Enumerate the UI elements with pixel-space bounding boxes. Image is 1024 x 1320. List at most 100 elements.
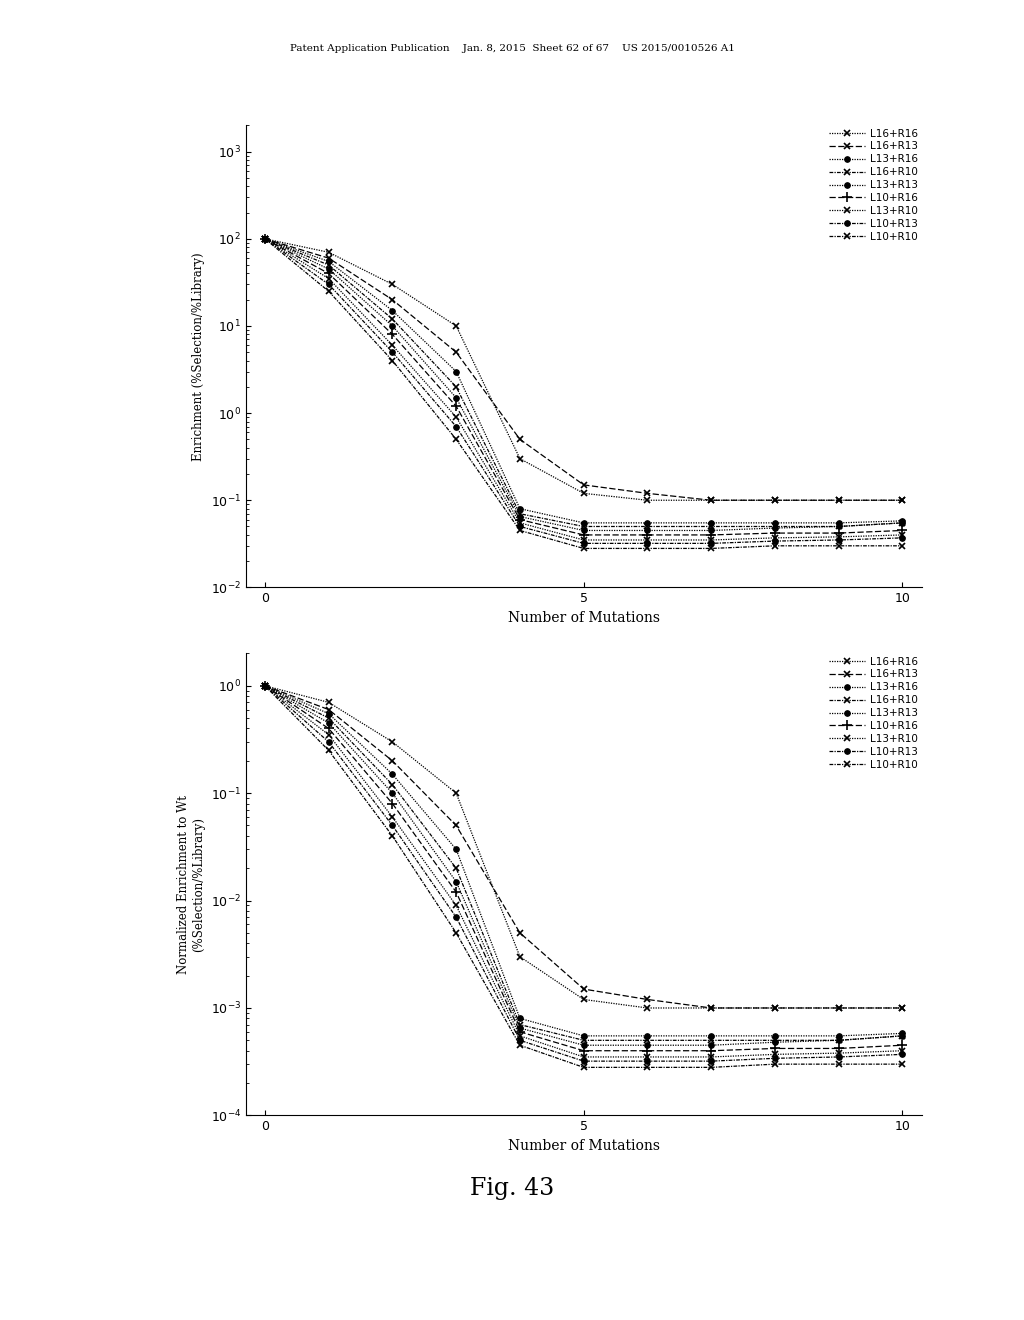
Line: L13+R10: L13+R10	[261, 235, 906, 544]
L13+R10	[706, 1049, 718, 1065]
L13+R13	[323, 715, 335, 731]
Line: L10+R10: L10+R10	[261, 235, 906, 552]
L10+R13	[896, 529, 908, 545]
L13+R13	[386, 318, 398, 334]
L13+R13	[450, 874, 462, 890]
L16+R13	[706, 1001, 718, 1016]
L13+R16	[833, 515, 845, 531]
L10+R16	[833, 1040, 845, 1056]
Line: L13+R16: L13+R16	[262, 236, 905, 525]
L13+R10	[514, 1028, 526, 1044]
L13+R10	[641, 1049, 653, 1065]
L10+R16	[386, 326, 398, 342]
L16+R13	[323, 251, 335, 267]
L16+R13	[578, 477, 590, 492]
L13+R10	[896, 1043, 908, 1059]
L10+R10	[641, 1060, 653, 1076]
L10+R10	[514, 523, 526, 539]
L10+R13	[641, 1053, 653, 1069]
L13+R13	[259, 677, 271, 693]
L13+R13	[896, 1028, 908, 1044]
Line: L16+R10: L16+R10	[261, 235, 906, 529]
Line: L13+R16: L13+R16	[262, 682, 905, 1039]
L13+R10	[833, 529, 845, 545]
L16+R16	[450, 318, 462, 334]
Text: Patent Application Publication    Jan. 8, 2015  Sheet 62 of 67    US 2015/001052: Patent Application Publication Jan. 8, 2…	[290, 44, 734, 53]
X-axis label: Number of Mutations: Number of Mutations	[508, 611, 659, 624]
L10+R13	[769, 1051, 781, 1067]
Line: L10+R13: L10+R13	[262, 682, 905, 1064]
L16+R16	[323, 694, 335, 710]
L13+R16	[386, 302, 398, 318]
L10+R10	[641, 540, 653, 556]
L13+R13	[578, 1038, 590, 1053]
L13+R16	[450, 841, 462, 857]
L13+R13	[259, 231, 271, 247]
L13+R10	[386, 338, 398, 354]
L16+R10	[641, 519, 653, 535]
L13+R13	[641, 1038, 653, 1053]
L16+R13	[578, 981, 590, 997]
L13+R16	[706, 515, 718, 531]
L10+R13	[769, 533, 781, 549]
L10+R10	[706, 540, 718, 556]
Legend: L16+R16, L16+R13, L13+R16, L16+R10, L13+R13, L10+R16, L13+R10, L10+R13, L10+R10: L16+R16, L16+R13, L13+R16, L16+R10, L13+…	[828, 656, 919, 770]
L10+R10	[833, 1056, 845, 1072]
L13+R16	[641, 1028, 653, 1044]
L10+R13	[450, 909, 462, 925]
L13+R10	[450, 409, 462, 425]
L13+R16	[450, 363, 462, 379]
L10+R16	[896, 1038, 908, 1053]
Line: L16+R16: L16+R16	[261, 235, 906, 504]
L16+R16	[259, 677, 271, 693]
L10+R16	[769, 1040, 781, 1056]
L10+R13	[706, 1053, 718, 1069]
L13+R13	[323, 261, 335, 277]
L13+R16	[259, 231, 271, 247]
L10+R16	[769, 525, 781, 541]
L16+R13	[450, 345, 462, 360]
Line: L16+R16: L16+R16	[261, 682, 906, 1011]
L16+R10	[514, 506, 526, 521]
L10+R10	[514, 1038, 526, 1053]
L16+R16	[833, 1001, 845, 1016]
L10+R16	[641, 527, 653, 543]
L13+R10	[769, 1047, 781, 1063]
L10+R13	[833, 532, 845, 548]
L13+R16	[386, 767, 398, 783]
L16+R16	[323, 244, 335, 260]
X-axis label: Number of Mutations: Number of Mutations	[508, 1139, 659, 1152]
L13+R10	[578, 1049, 590, 1065]
L13+R16	[641, 515, 653, 531]
L16+R13	[833, 492, 845, 508]
L10+R10	[706, 1060, 718, 1076]
L16+R16	[514, 949, 526, 965]
L16+R10	[896, 515, 908, 531]
L13+R10	[323, 727, 335, 743]
L10+R13	[386, 345, 398, 360]
L10+R10	[323, 742, 335, 758]
Line: L16+R13: L16+R13	[261, 235, 906, 504]
L10+R10	[769, 537, 781, 553]
L13+R13	[514, 508, 526, 524]
L10+R16	[514, 1024, 526, 1040]
L16+R10	[259, 231, 271, 247]
L16+R10	[323, 257, 335, 273]
L10+R13	[323, 734, 335, 750]
L16+R13	[769, 1001, 781, 1016]
Y-axis label: Normalized Enrichment to Wt
(%Selection/%Library): Normalized Enrichment to Wt (%Selection/…	[177, 795, 205, 974]
L13+R13	[769, 1035, 781, 1051]
L10+R16	[386, 796, 398, 812]
L16+R13	[641, 991, 653, 1007]
L13+R10	[450, 898, 462, 913]
L13+R10	[833, 1045, 845, 1061]
L10+R16	[641, 1043, 653, 1059]
L10+R16	[323, 265, 335, 281]
L10+R10	[450, 925, 462, 941]
L13+R16	[578, 515, 590, 531]
L16+R10	[706, 1032, 718, 1048]
L16+R16	[896, 492, 908, 508]
L13+R13	[896, 515, 908, 531]
L16+R13	[641, 486, 653, 502]
L16+R16	[706, 492, 718, 508]
